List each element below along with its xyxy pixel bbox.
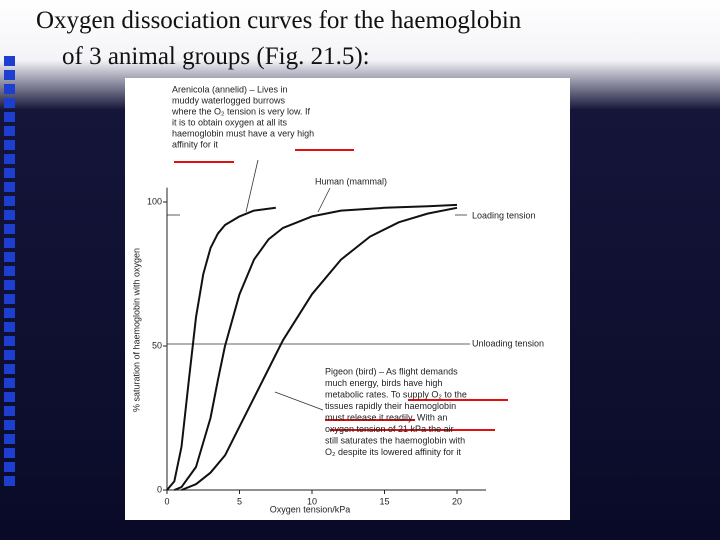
slide-title: Oxygen dissociation curves for the haemo… bbox=[36, 7, 522, 34]
annotation-text: Arenicola (annelid) – Lives in bbox=[172, 84, 288, 94]
y-tick-label: 100 bbox=[147, 196, 162, 206]
annotation-text: much energy, birds have high bbox=[325, 378, 442, 388]
annotation-text: O₂ despite its lowered affinity for it bbox=[325, 447, 461, 457]
curve bbox=[166, 206, 276, 491]
annotation-text: muddy waterlogged burrows bbox=[172, 95, 286, 105]
annotation-text: where the O₂ tension is very low. If bbox=[171, 106, 311, 116]
x-tick-label: 5 bbox=[237, 496, 242, 506]
leader-lines bbox=[167, 159, 470, 411]
annotation-text: must release it readily. With an bbox=[325, 412, 447, 422]
annotation-text: still saturates the haemoglobin with bbox=[325, 435, 465, 445]
annotation-text: Pigeon (bird) – As flight demands bbox=[325, 366, 458, 376]
annotation-text: Unloading tension bbox=[472, 338, 544, 348]
chart: 0 50 100 0 5 10 15 20 Oxygen tension/kPa % satura… bbox=[131, 84, 544, 514]
x-tick-label: 0 bbox=[164, 496, 169, 506]
x-tick-label: 20 bbox=[452, 496, 462, 506]
x-tick-label: 10 bbox=[307, 496, 317, 506]
slide-title: of 3 animal groups (Fig. 21.5): bbox=[62, 43, 370, 70]
x-tick-label: 15 bbox=[379, 496, 389, 506]
highlight-underlines bbox=[174, 149, 508, 431]
annotation-text: haemoglobin must have a very high bbox=[172, 128, 314, 138]
x-axis-label: Oxygen tension/kPa bbox=[270, 504, 351, 514]
annotation-text: it is to obtain oxygen at all its bbox=[172, 117, 288, 127]
annotation-text: tissues rapidly their haemoglobin bbox=[325, 401, 456, 411]
annotation-text: affinity for it bbox=[172, 139, 218, 149]
annotation-text: metabolic rates. To supply O₂ to the bbox=[325, 389, 467, 399]
y-tick-label: 0 bbox=[157, 484, 162, 494]
y-axis-label: % saturation of haemoglobin with oxygen bbox=[131, 248, 141, 412]
annotation-text: oxygen tension of 21 kPa the air bbox=[325, 424, 454, 434]
annotation-text: Loading tension bbox=[472, 210, 536, 220]
bullet-column bbox=[4, 56, 15, 486]
annotation-text: Human (mammal) bbox=[315, 176, 387, 186]
curve bbox=[173, 203, 458, 491]
y-tick-label: 50 bbox=[152, 340, 162, 350]
curve bbox=[181, 206, 458, 491]
